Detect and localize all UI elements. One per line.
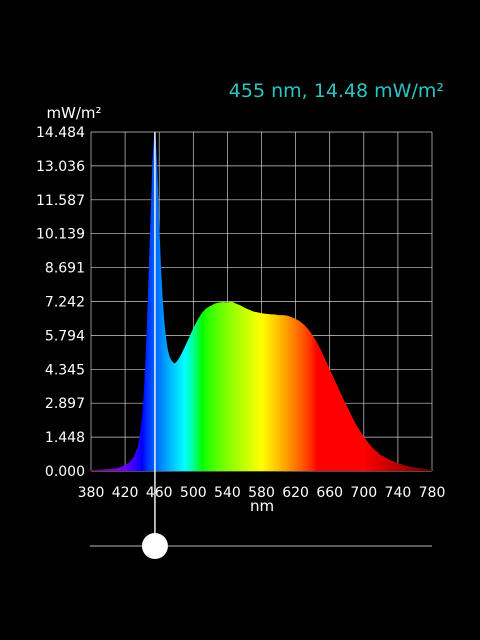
x-tick-label: 780 bbox=[419, 485, 446, 501]
x-tick-label: 420 bbox=[112, 485, 139, 501]
x-tick-label: 620 bbox=[282, 485, 309, 501]
y-tick-label: 5.794 bbox=[45, 328, 85, 344]
y-tick-label: 13.036 bbox=[36, 159, 85, 175]
x-tick-label: 660 bbox=[316, 485, 343, 501]
y-axis-label: mW/m² bbox=[46, 104, 101, 122]
y-tick-label: 2.897 bbox=[45, 396, 85, 412]
y-tick-label: 11.587 bbox=[36, 193, 85, 209]
x-tick-label: 740 bbox=[385, 485, 412, 501]
spectrum-area bbox=[91, 132, 432, 471]
y-tick-label: 0.000 bbox=[45, 464, 85, 480]
x-tick-label: 580 bbox=[248, 485, 275, 501]
x-tick-label: 500 bbox=[180, 485, 207, 501]
x-axis-ticks: 380 420 460 500 540 580 620 660 700 740 780 bbox=[78, 485, 446, 501]
x-tick-label: 700 bbox=[350, 485, 377, 501]
y-tick-label: 14.484 bbox=[36, 125, 85, 141]
y-tick-label: 7.242 bbox=[45, 295, 85, 311]
x-axis-label: nm bbox=[250, 497, 274, 515]
spectrum-area-group bbox=[91, 132, 432, 471]
wavelength-cursor[interactable] bbox=[141, 132, 168, 559]
x-tick-label: 540 bbox=[214, 485, 241, 501]
cursor-readout: 455 nm, 14.48 mW/m² bbox=[228, 80, 444, 102]
y-tick-label: 10.139 bbox=[36, 227, 85, 243]
slider-handle[interactable] bbox=[141, 533, 168, 559]
y-tick-label: 1.448 bbox=[45, 430, 85, 446]
y-tick-label: 8.691 bbox=[45, 261, 85, 277]
y-axis-ticks: 0.000 1.448 2.897 4.345 5.794 7.242 8.691 10.13… bbox=[36, 125, 85, 480]
x-tick-label: 380 bbox=[78, 485, 105, 501]
x-tick-label: 460 bbox=[146, 485, 173, 501]
y-tick-label: 4.345 bbox=[45, 362, 85, 378]
